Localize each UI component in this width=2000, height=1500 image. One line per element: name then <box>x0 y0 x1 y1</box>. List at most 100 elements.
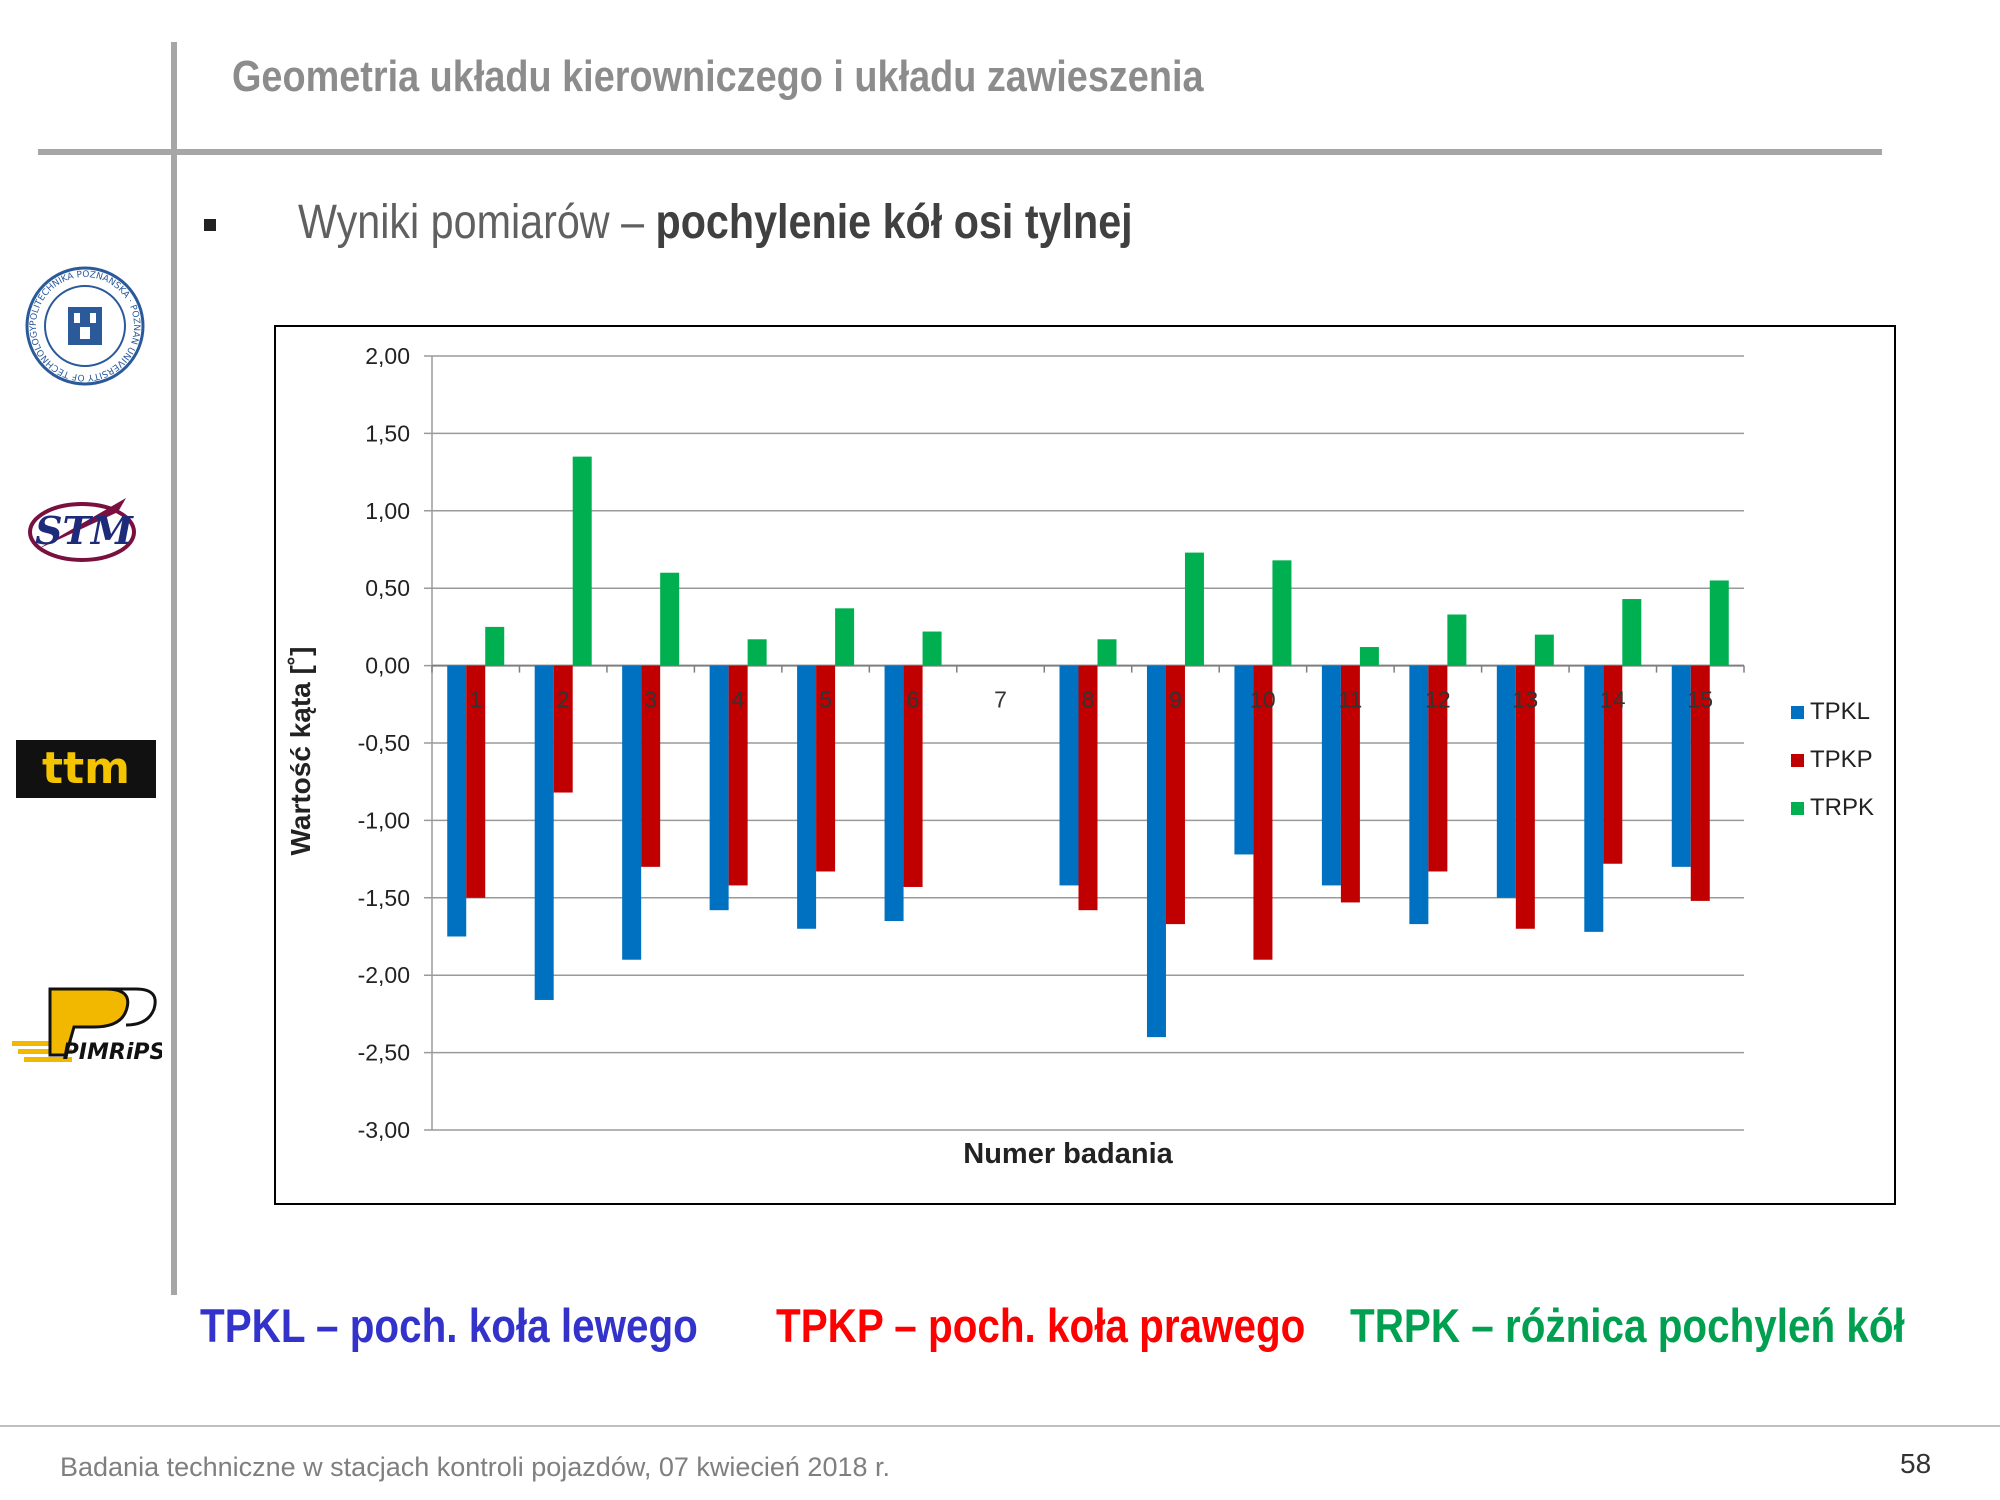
bar-trpk <box>1097 639 1117 666</box>
legend-label-tpkl: TPKL <box>1810 698 1870 725</box>
x-tick-label: 12 <box>1425 687 1451 713</box>
bar-tpkl <box>1409 665 1429 925</box>
bar-tpkl <box>1059 665 1079 886</box>
stm-logo-text: STM <box>35 508 134 553</box>
legend-label-tpkp: TPKP <box>1810 746 1873 773</box>
bar-tpkl <box>622 665 642 960</box>
legend-text-tpkp-label: TPKP – poch. koła prawego <box>776 1299 1306 1352</box>
pimrips-logo-text: PIMRiPS <box>63 1040 162 1065</box>
y-tick-label: 2,00 <box>365 343 410 369</box>
bar-trpk <box>1534 634 1554 666</box>
y-tick-label: -1,00 <box>358 807 410 833</box>
legend-text-trpk: TRPK – różnica pochyleń kół <box>1350 1298 1905 1353</box>
bar-tpkp <box>1340 665 1360 903</box>
bullet-marker <box>204 219 216 231</box>
stm-logo: STM <box>26 490 142 575</box>
x-tick-label: 6 <box>907 687 920 713</box>
bar-tpkp <box>553 665 573 793</box>
bar-trpk <box>1184 552 1204 666</box>
bar-tpkl <box>1321 665 1341 886</box>
x-tick-label: 7 <box>994 687 1007 713</box>
x-tick-label: 10 <box>1250 687 1276 713</box>
bar-trpk <box>1622 599 1642 666</box>
bar-tpkp <box>1078 665 1098 911</box>
ttm-logo-text: ttm <box>42 743 130 794</box>
legend-text-tpkl-label: TPKL – poch. koła lewego <box>200 1299 698 1352</box>
x-tick-label: 5 <box>819 687 832 713</box>
x-tick-label: 2 <box>557 687 570 713</box>
bar-tpkl <box>1234 665 1254 855</box>
x-tick-label: 8 <box>1082 687 1095 713</box>
legend-text-tpkp: TPKP – poch. koła prawego <box>776 1298 1305 1353</box>
bar-tpkl <box>709 665 729 911</box>
vertical-divider <box>171 42 177 1295</box>
bar-tpkl <box>447 665 467 937</box>
legend-text-tpkl: TPKL – poch. koła lewego <box>200 1298 698 1353</box>
x-tick-label: 1 <box>469 687 482 713</box>
bar-tpkl <box>534 665 554 1000</box>
legend-swatch-tpkp <box>1791 754 1804 767</box>
y-tick-label: -1,50 <box>358 885 410 911</box>
legend-text-trpk-label: TRPK – różnica pochyleń kół <box>1350 1299 1905 1352</box>
y-axis-label: Wartość kąta [˚] <box>285 646 316 855</box>
y-tick-label: -3,00 <box>358 1117 410 1143</box>
slide-title: Geometria układu kierowniczego i układu … <box>232 52 1204 101</box>
bar-tpkp <box>816 665 836 872</box>
bar-tpkp <box>728 665 748 886</box>
bar-tpkl <box>1584 665 1604 932</box>
bar-tpkl <box>797 665 817 929</box>
bar-tpkl <box>1146 665 1166 1038</box>
bar-tpkp <box>1253 665 1273 960</box>
x-tick-label: 14 <box>1600 687 1626 713</box>
legend-swatch-tpkl <box>1791 706 1804 719</box>
subtitle-plain: Wyniki pomiarów – <box>298 196 656 249</box>
bar-trpk <box>660 572 680 666</box>
bar-tpkl <box>1671 665 1691 867</box>
y-tick-label: -2,50 <box>358 1040 410 1066</box>
bar-trpk <box>747 639 767 666</box>
y-tick-label: 1,00 <box>365 498 410 524</box>
y-tick-label: 0,50 <box>365 575 410 601</box>
bar-tpkp <box>1165 665 1185 925</box>
x-tick-label: 9 <box>1169 687 1182 713</box>
slide-subtitle: Wyniki pomiarów – pochylenie kół osi tyl… <box>298 195 1133 250</box>
x-axis-label: Numer badania <box>963 1138 1173 1170</box>
bar-tpkl <box>884 665 904 922</box>
bar-tpkp <box>1428 665 1448 872</box>
legend-label-trpk: TRPK <box>1810 794 1874 821</box>
footer-divider <box>0 1425 2000 1427</box>
x-tick-label: 15 <box>1687 687 1713 713</box>
bar-tpkp <box>1603 665 1623 864</box>
bar-tpkp <box>1690 665 1710 901</box>
bar-trpk <box>922 631 942 666</box>
pimrips-logo: PIMRiPS <box>10 985 165 1076</box>
bar-trpk <box>1447 614 1467 666</box>
chart-frame: 2,00 1,50 1,00 0,50 0,00 -0,50 -1,00 -1,50 -2,00… <box>274 325 1896 1205</box>
x-tick-label: 3 <box>644 687 657 713</box>
put-logo: POLITECHNIKA POZNAŃSKA · POZNAN UNIVERSI… <box>24 265 146 392</box>
y-tick-label: 1,50 <box>365 420 410 446</box>
bar-tpkp <box>903 665 923 887</box>
bar-tpkp <box>466 665 486 898</box>
bar-tpkp <box>641 665 661 867</box>
x-tick-label: 13 <box>1513 687 1539 713</box>
bar-tpkp <box>1515 665 1535 929</box>
bar-trpk <box>1709 580 1729 666</box>
bar-trpk <box>835 608 855 666</box>
subtitle-bold: pochylenie kół osi tylnej <box>655 196 1133 249</box>
bar-trpk <box>1272 560 1292 666</box>
legend-swatch-trpk <box>1791 802 1804 815</box>
x-tick-label: 4 <box>732 687 745 713</box>
bar-trpk <box>1359 647 1379 666</box>
x-tick-label: 11 <box>1338 687 1362 713</box>
footer-text: Badania techniczne w stacjach kontroli p… <box>60 1452 890 1482</box>
y-tick-label: -2,00 <box>358 962 410 988</box>
horizontal-divider <box>38 149 1882 155</box>
bar-trpk <box>485 626 505 666</box>
ttm-logo: ttm <box>16 740 156 803</box>
bar-chart: 2,00 1,50 1,00 0,50 0,00 -0,50 -1,00 -1,50 -2,00… <box>285 343 1874 1170</box>
y-tick-label: -0,50 <box>358 730 410 756</box>
page-number: 58 <box>1900 1448 1932 1479</box>
bar-trpk <box>572 456 592 666</box>
y-tick-label: 0,00 <box>365 653 410 679</box>
